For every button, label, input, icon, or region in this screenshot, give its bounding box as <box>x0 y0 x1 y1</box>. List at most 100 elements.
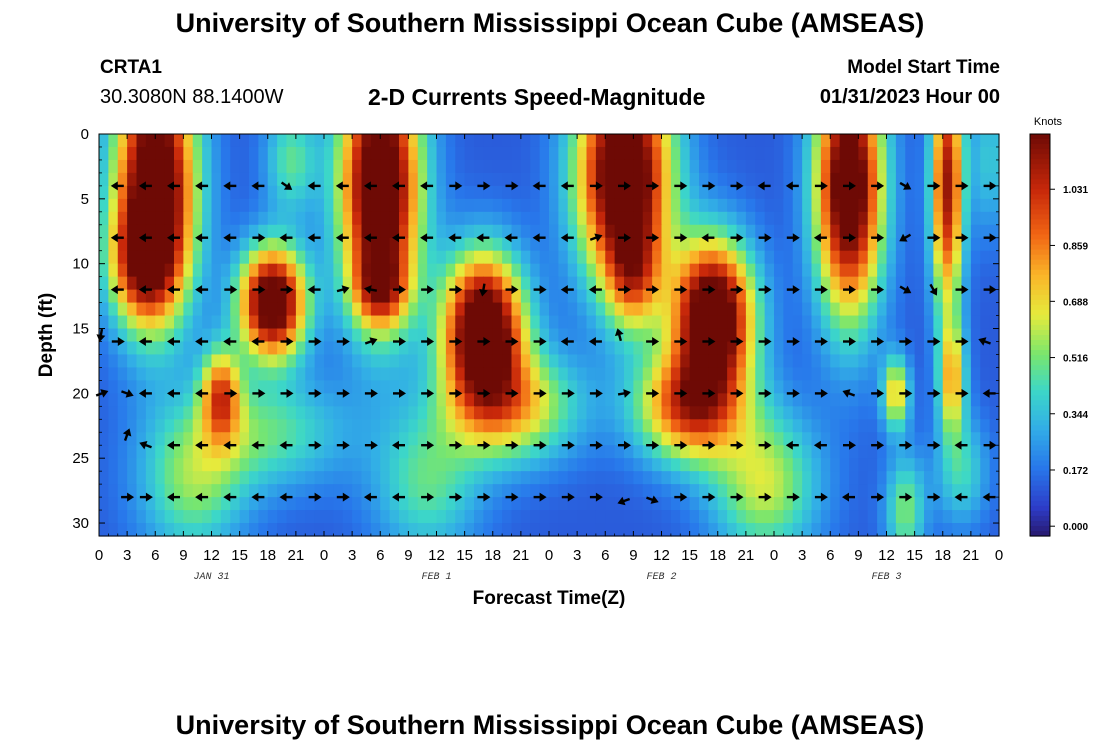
heatmap-cell <box>914 159 925 174</box>
heatmap-cell <box>155 367 166 381</box>
heatmap-cell <box>230 458 241 472</box>
heatmap-cell <box>202 484 213 498</box>
heatmap-cell <box>980 198 991 213</box>
heatmap-cell <box>605 510 616 524</box>
heatmap-cell <box>220 471 231 485</box>
heatmap-cell <box>595 406 606 420</box>
heatmap-cell <box>399 289 409 304</box>
heatmap-cell <box>895 289 906 304</box>
current-arrow <box>224 285 238 295</box>
colorbar-swatch <box>1030 274 1050 281</box>
current-arrow <box>505 388 519 398</box>
heatmap-cell <box>858 419 869 433</box>
colorbar-tick-label: 0.344 <box>1063 410 1088 421</box>
heatmap-cell <box>633 315 644 330</box>
heatmap-cell <box>970 211 981 226</box>
heatmap-cell <box>942 134 953 148</box>
heatmap-cell <box>689 134 700 148</box>
heatmap-cell <box>417 367 428 381</box>
heatmap-cell <box>136 497 147 511</box>
heatmap-cell <box>914 497 925 511</box>
heatmap-cell <box>286 302 297 317</box>
colorbar-swatch <box>1030 164 1050 170</box>
heatmap-cell <box>961 224 972 239</box>
heatmap-cell <box>642 458 653 472</box>
footer-title: University of Southern Mississippi Ocean… <box>175 710 925 740</box>
heatmap-cell <box>549 250 559 265</box>
heatmap-cell <box>192 172 203 187</box>
heatmap-cell <box>258 406 269 420</box>
heatmap-cell <box>849 354 859 369</box>
heatmap-cell <box>914 185 925 200</box>
heatmap-cell <box>361 510 372 524</box>
heatmap-cell <box>417 419 428 433</box>
current-arrow <box>674 181 688 191</box>
heatmap-cell <box>652 146 663 161</box>
heatmap-cell <box>483 263 494 278</box>
heatmap-cell <box>595 354 606 369</box>
heatmap-cell <box>577 484 588 498</box>
heatmap-cell <box>586 134 597 148</box>
heatmap-cell <box>783 367 794 381</box>
heatmap-cell <box>755 354 766 369</box>
heatmap-cell <box>933 367 944 381</box>
heatmap-cell <box>830 484 841 498</box>
heatmap-cell <box>886 198 897 213</box>
heatmap-cell <box>211 380 222 394</box>
heatmap-cell <box>389 510 400 524</box>
current-arrow <box>195 388 209 398</box>
heatmap-cell <box>136 354 147 369</box>
heatmap-cell <box>774 328 784 343</box>
heatmap-cell <box>549 432 559 446</box>
heatmap-cell <box>155 445 166 459</box>
heatmap-cell <box>511 211 522 226</box>
heatmap-cell <box>230 276 241 291</box>
heatmap-cell <box>820 367 831 381</box>
current-arrow <box>646 440 660 450</box>
heatmap-cell <box>530 146 541 161</box>
station-id: CRTA1 <box>100 57 162 78</box>
heatmap-cell <box>736 276 747 291</box>
colorbar-frame <box>1029 133 1051 537</box>
heatmap-cell <box>727 185 738 200</box>
heatmap-cell <box>445 172 456 187</box>
heatmap-cell <box>858 497 869 511</box>
heatmap-cell <box>717 302 728 317</box>
heatmap-cell <box>745 510 756 524</box>
heatmap-cell <box>736 406 747 420</box>
current-arrow <box>449 388 463 398</box>
heatmap-cell <box>849 263 859 278</box>
heatmap-cell <box>914 315 925 330</box>
heatmap-cell <box>183 263 194 278</box>
heatmap-cell <box>324 134 334 148</box>
heatmap-cell <box>586 315 597 330</box>
current-arrow <box>505 285 519 295</box>
current-arrow <box>560 337 574 346</box>
heatmap-cell <box>792 302 803 317</box>
heatmap-cell <box>530 523 541 537</box>
heatmap-cell <box>492 315 503 330</box>
heatmap-cell <box>595 484 606 498</box>
heatmap-cell <box>670 341 681 356</box>
heatmap-cell <box>595 458 606 472</box>
colorbar-swatch <box>1030 425 1050 432</box>
heatmap-cell <box>774 185 784 200</box>
heatmap-cell <box>755 328 766 343</box>
current-arrow <box>730 181 744 191</box>
heatmap-cell <box>511 380 522 394</box>
current-arrow <box>843 181 856 191</box>
heatmap-cell <box>436 276 447 291</box>
current-arrow <box>730 440 744 450</box>
heatmap-cell <box>952 354 963 369</box>
heatmap-cell <box>727 419 738 433</box>
heatmap-cell <box>633 354 644 369</box>
heatmap-cell <box>980 289 991 304</box>
heatmap-cell <box>445 289 456 304</box>
heatmap-cell <box>961 198 972 213</box>
x-tick-label: 9 <box>404 547 412 564</box>
heatmap-cell <box>230 146 241 161</box>
heatmap-cell <box>717 354 728 369</box>
heatmap-cell <box>914 471 925 485</box>
heatmap-cell <box>427 289 438 304</box>
heatmap-cell <box>455 198 466 213</box>
